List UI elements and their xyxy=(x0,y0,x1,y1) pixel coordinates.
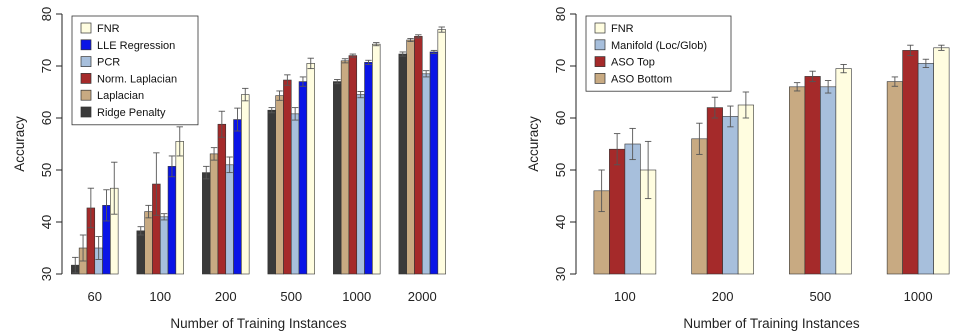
legend-label: FNR xyxy=(97,23,120,35)
x-axis-label: Number of Training Instances xyxy=(170,316,347,331)
bar xyxy=(804,76,821,275)
bar xyxy=(437,29,446,275)
x-tick-label: 100 xyxy=(149,289,171,304)
bar xyxy=(835,68,852,275)
bar xyxy=(789,86,806,275)
bar xyxy=(283,79,292,275)
bar xyxy=(609,148,626,275)
y-tick-label: 50 xyxy=(553,163,568,177)
legend: FNR Manifold (Loc/Glob) ASO Top ASO Bottom xyxy=(585,15,732,92)
chart-2: 30 40 50 60 70 80 Accuracy 100 200 500 1000 Number … xyxy=(526,7,950,331)
y-tick-label: 30 xyxy=(39,267,54,281)
x-tick-label: 200 xyxy=(215,289,237,304)
x-tick-label: 200 xyxy=(712,289,734,304)
legend-swatch xyxy=(594,73,606,84)
bar xyxy=(217,123,227,275)
y-tick-label: 30 xyxy=(553,267,568,281)
y-tick-label: 70 xyxy=(39,59,54,73)
legend-label: LLE Regression xyxy=(97,40,175,52)
bar xyxy=(159,216,169,275)
legend-box xyxy=(71,15,199,126)
x-tick-label: 2000 xyxy=(408,289,437,304)
y-tick-label: 40 xyxy=(553,215,568,229)
bar xyxy=(722,116,739,275)
bar xyxy=(902,50,919,275)
legend-label: FNR xyxy=(611,23,634,35)
bar xyxy=(624,143,641,275)
bar xyxy=(175,141,184,275)
x-tick-label: 500 xyxy=(280,289,302,304)
y-tick-label: 80 xyxy=(553,7,568,21)
legend-label: Ridge Penalty xyxy=(97,107,166,119)
bar xyxy=(917,63,934,275)
legend-label: ASO Top xyxy=(611,57,655,69)
bar xyxy=(209,153,219,275)
bar xyxy=(406,39,415,275)
bar xyxy=(820,86,837,275)
legend-label: ASO Bottom xyxy=(611,73,672,85)
legend-box xyxy=(585,15,732,92)
bar xyxy=(267,109,276,275)
bar xyxy=(348,55,358,275)
legend-label: Laplacian xyxy=(97,90,144,102)
bar xyxy=(202,172,211,275)
legend-swatch xyxy=(80,89,92,101)
x-tick-label: 1000 xyxy=(342,289,371,304)
legend-label: PCR xyxy=(97,57,120,69)
bar xyxy=(398,53,407,275)
x-tick-label: 500 xyxy=(810,289,832,304)
bar xyxy=(233,119,242,275)
y-tick-label: 40 xyxy=(39,215,54,229)
legend: FNR LLE Regression PCR Norm. Laplacian Lapla… xyxy=(71,15,199,126)
x-axis-label: Number of Training Instances xyxy=(683,316,860,331)
y-tick-label: 70 xyxy=(553,59,568,73)
bar xyxy=(167,166,177,275)
bar xyxy=(241,94,250,275)
y-axis-label: Accuracy xyxy=(526,116,541,172)
bar xyxy=(429,51,439,275)
bar xyxy=(225,164,234,275)
bar xyxy=(886,81,903,275)
bar xyxy=(414,36,423,275)
bar xyxy=(364,62,373,275)
bar xyxy=(298,81,308,275)
bar xyxy=(340,60,350,275)
x-tick-label: 100 xyxy=(614,289,636,304)
bar xyxy=(144,211,153,275)
bar xyxy=(737,104,754,275)
y-tick-label: 60 xyxy=(39,111,54,125)
legend-swatch xyxy=(80,73,92,84)
bar xyxy=(372,43,381,275)
bar xyxy=(306,63,315,275)
legend-swatch xyxy=(80,106,92,118)
legend-swatch xyxy=(80,39,92,51)
y-tick-label: 60 xyxy=(553,111,568,125)
legend-label: Norm. Laplacian xyxy=(97,73,177,85)
y-tick-label: 50 xyxy=(39,163,54,177)
bar xyxy=(933,47,950,275)
bar xyxy=(706,107,723,275)
bar xyxy=(275,95,284,275)
legend-swatch xyxy=(594,39,606,51)
bar xyxy=(421,73,431,275)
y-axis-label: Accuracy xyxy=(12,116,27,172)
chart-1: 30 40 50 60 70 80 Accuracy 60 100 200 500 1000 2000 N… xyxy=(12,7,446,331)
bar xyxy=(691,138,708,275)
bar xyxy=(290,113,300,275)
legend-label: Manifold (Loc/Glob) xyxy=(611,40,707,52)
legend-swatch xyxy=(80,56,92,67)
legend-swatch xyxy=(594,56,606,67)
legend-swatch xyxy=(80,22,92,34)
bar xyxy=(356,94,365,275)
legend-swatch xyxy=(594,22,606,34)
x-tick-label: 60 xyxy=(88,289,102,304)
bar xyxy=(136,230,145,275)
y-tick-label: 80 xyxy=(39,7,54,21)
x-tick-label: 1000 xyxy=(904,289,933,304)
bar xyxy=(333,81,342,275)
